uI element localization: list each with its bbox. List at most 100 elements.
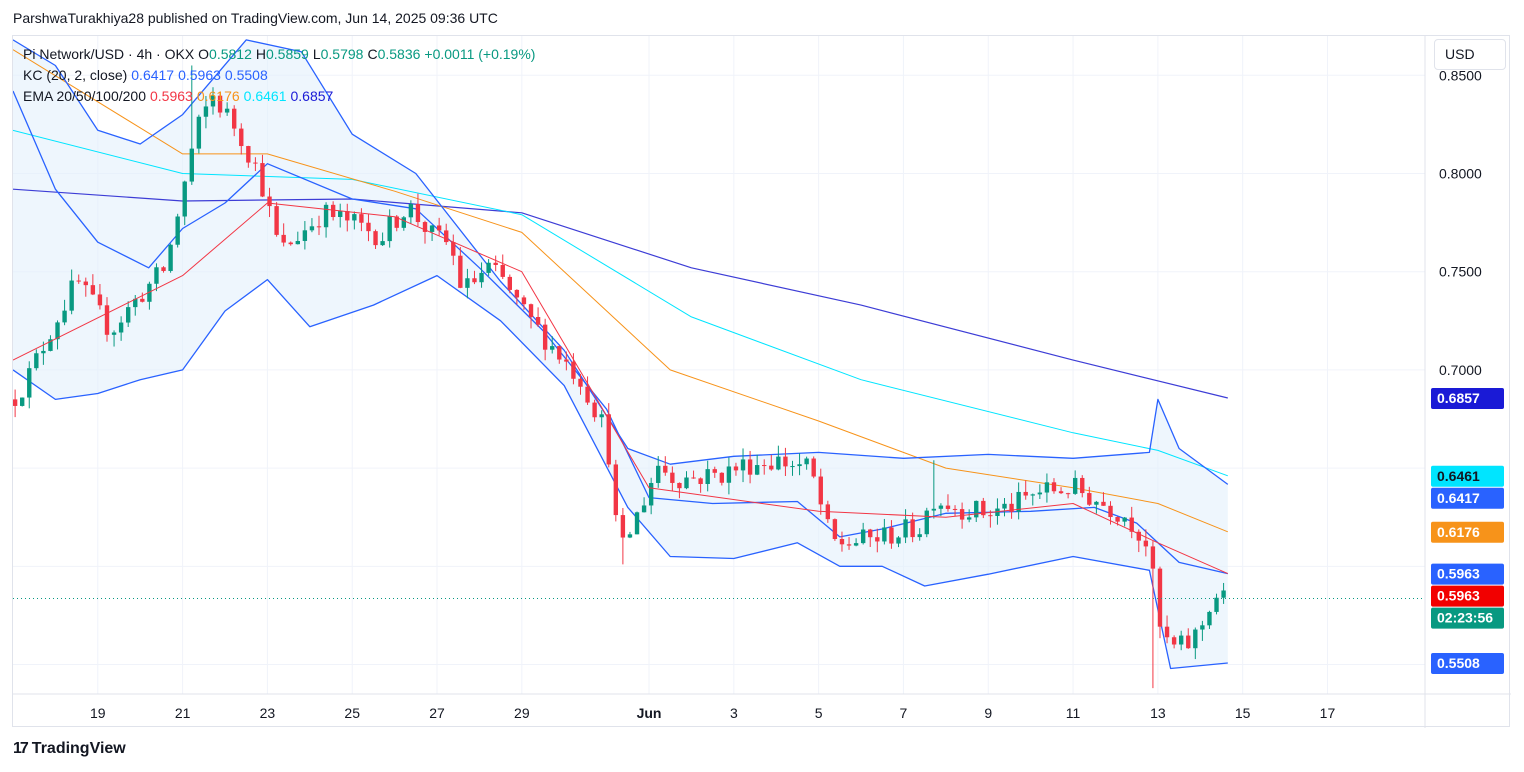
- candle-body[interactable]: [684, 477, 689, 489]
- candle-body[interactable]: [154, 267, 159, 284]
- candle-body[interactable]: [663, 465, 668, 473]
- candle-body[interactable]: [1136, 531, 1141, 541]
- candle-body[interactable]: [945, 505, 951, 509]
- candle-body[interactable]: [104, 305, 110, 335]
- candle-body[interactable]: [97, 294, 103, 306]
- candle-body[interactable]: [253, 162, 258, 164]
- currency-selector[interactable]: USD: [1434, 39, 1506, 70]
- candle-body[interactable]: [1037, 492, 1043, 495]
- candle-body[interactable]: [415, 203, 421, 223]
- candle-body[interactable]: [1143, 540, 1149, 547]
- chart-canvas[interactable]: 0.85000.80000.75000.70000.68570.64610.64…: [13, 36, 1511, 728]
- candle-body[interactable]: [1193, 629, 1198, 649]
- candle-body[interactable]: [832, 519, 838, 540]
- candle-body[interactable]: [401, 217, 406, 228]
- candle-body[interactable]: [521, 297, 527, 305]
- candle-body[interactable]: [133, 298, 138, 308]
- candle-body[interactable]: [1065, 493, 1071, 495]
- candle-body[interactable]: [542, 324, 548, 350]
- candle-body[interactable]: [853, 543, 859, 546]
- candle-body[interactable]: [726, 466, 732, 483]
- candle-body[interactable]: [444, 230, 449, 243]
- candle-body[interactable]: [698, 478, 703, 484]
- candle-body[interactable]: [846, 544, 852, 546]
- candle-body[interactable]: [627, 534, 633, 538]
- candle-body[interactable]: [564, 359, 569, 362]
- candle-body[interactable]: [712, 469, 717, 473]
- candle-body[interactable]: [952, 508, 958, 510]
- candle-body[interactable]: [422, 222, 428, 232]
- candle-body[interactable]: [754, 465, 760, 475]
- candle-body[interactable]: [811, 458, 816, 477]
- candle-body[interactable]: [656, 465, 661, 483]
- candle-body[interactable]: [83, 281, 88, 286]
- candle-body[interactable]: [27, 368, 32, 398]
- candle-body[interactable]: [1072, 477, 1078, 494]
- candle-body[interactable]: [19, 397, 25, 406]
- candle-body[interactable]: [585, 386, 590, 403]
- candle-body[interactable]: [1009, 503, 1014, 512]
- candle-body[interactable]: [126, 307, 131, 323]
- candle-body[interactable]: [41, 350, 46, 354]
- candle-body[interactable]: [1207, 611, 1212, 626]
- candle-body[interactable]: [1164, 626, 1170, 638]
- candle-body[interactable]: [528, 304, 534, 318]
- candle-body[interactable]: [479, 272, 484, 283]
- candle-body[interactable]: [260, 163, 265, 197]
- candle-body[interactable]: [691, 477, 696, 479]
- candle-body[interactable]: [896, 537, 901, 544]
- candle-body[interactable]: [316, 226, 322, 228]
- candle-body[interactable]: [931, 508, 937, 511]
- candle-body[interactable]: [959, 509, 965, 520]
- candle-body[interactable]: [387, 216, 392, 242]
- candle-body[interactable]: [910, 519, 915, 538]
- candle-body[interactable]: [274, 206, 279, 235]
- candle-body[interactable]: [917, 534, 922, 538]
- candle-body[interactable]: [938, 505, 944, 509]
- candle-body[interactable]: [995, 508, 1000, 516]
- candle-body[interactable]: [1087, 493, 1092, 505]
- candle-body[interactable]: [394, 216, 399, 228]
- candle-body[interactable]: [62, 310, 67, 323]
- candle-body[interactable]: [309, 226, 315, 231]
- candle-body[interactable]: [147, 283, 152, 302]
- candle-body[interactable]: [1178, 635, 1184, 645]
- candle-body[interactable]: [762, 465, 767, 467]
- candle-body[interactable]: [76, 280, 81, 282]
- candle-body[interactable]: [733, 466, 739, 471]
- candle-body[interactable]: [1080, 477, 1085, 494]
- candle-body[interactable]: [974, 500, 979, 518]
- candle-body[interactable]: [620, 515, 626, 538]
- candle-body[interactable]: [1157, 568, 1163, 627]
- candle-body[interactable]: [196, 116, 202, 149]
- candle-body[interactable]: [232, 108, 237, 129]
- candle-body[interactable]: [1186, 635, 1191, 649]
- candle-body[interactable]: [302, 230, 308, 241]
- candle-body[interactable]: [224, 108, 230, 113]
- candle-body[interactable]: [13, 399, 18, 406]
- candle-body[interactable]: [69, 280, 74, 311]
- candle-body[interactable]: [267, 196, 272, 207]
- candle-body[interactable]: [1129, 517, 1134, 532]
- candle-body[interactable]: [535, 317, 541, 325]
- candle-body[interactable]: [1171, 637, 1177, 645]
- chart-frame[interactable]: 0.8500 0.8000 0.7500 0.7000 0.6857 0.6461 0.64…: [12, 35, 1511, 728]
- candle-body[interactable]: [634, 512, 640, 535]
- candle-body[interactable]: [797, 464, 802, 467]
- candle-body[interactable]: [1214, 597, 1219, 612]
- candle-body[interactable]: [790, 466, 795, 468]
- candle-body[interactable]: [55, 322, 60, 340]
- candle-body[interactable]: [1016, 491, 1021, 512]
- candle-body[interactable]: [465, 278, 470, 288]
- legend-ema-label[interactable]: EMA 20/50/100/200: [23, 88, 146, 104]
- candle-body[interactable]: [966, 517, 972, 520]
- candle-body[interactable]: [839, 539, 845, 545]
- candle-body[interactable]: [352, 214, 357, 221]
- candle-body[interactable]: [203, 106, 209, 117]
- candle-body[interactable]: [747, 459, 753, 475]
- candle-body[interactable]: [436, 225, 442, 231]
- candle-body[interactable]: [648, 482, 654, 506]
- candle-body[interactable]: [189, 148, 194, 182]
- candle-body[interactable]: [613, 464, 619, 516]
- candle-body[interactable]: [903, 519, 908, 538]
